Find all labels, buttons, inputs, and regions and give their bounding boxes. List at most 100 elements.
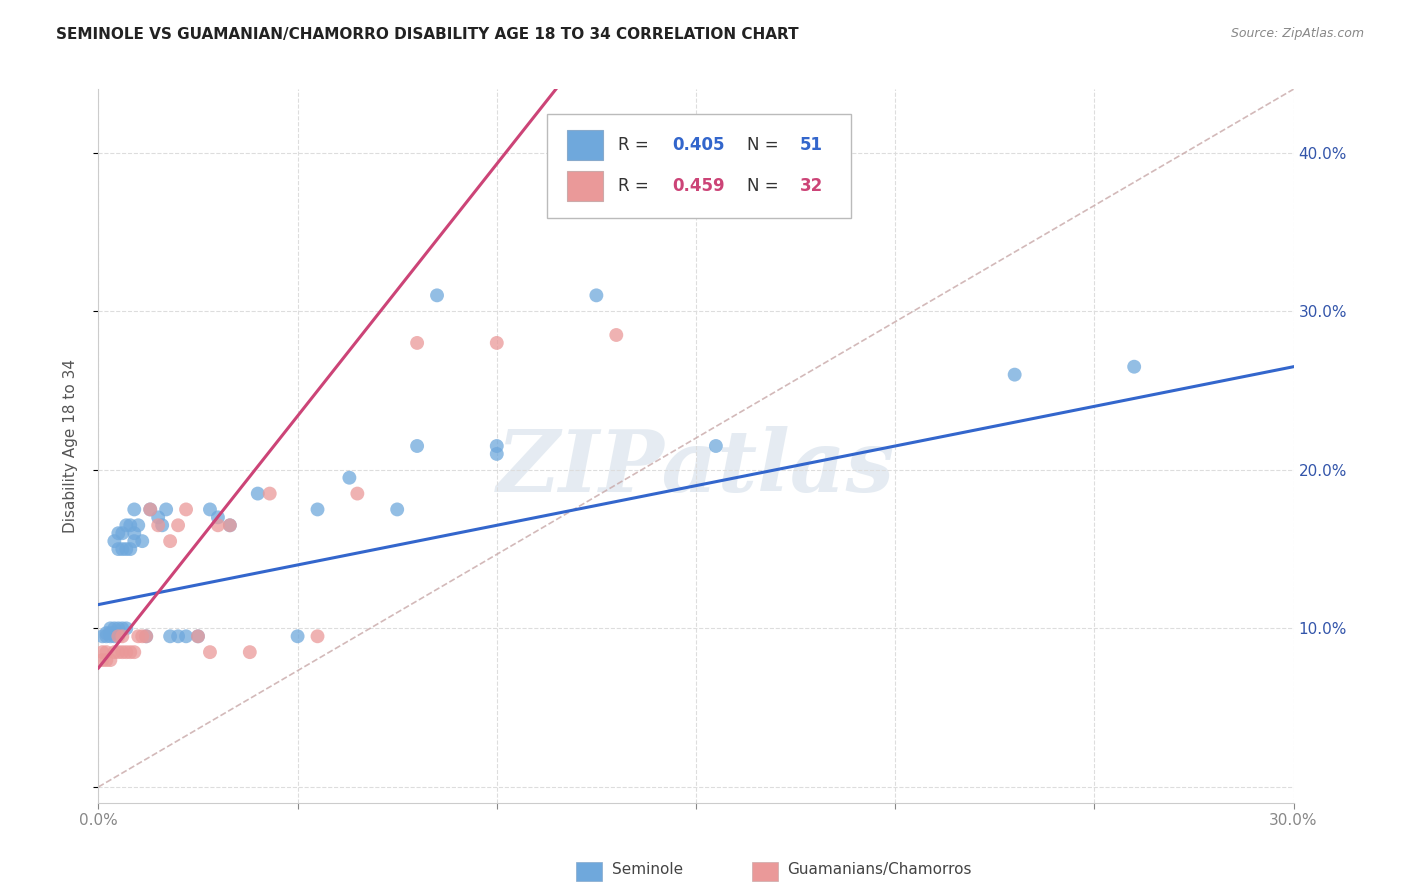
Point: [485, 447, 508, 461]
Point: [124, 645, 146, 659]
Point: [159, 534, 181, 549]
Point: [485, 335, 508, 350]
FancyBboxPatch shape: [567, 130, 603, 160]
Point: [704, 439, 727, 453]
Point: [107, 629, 129, 643]
Point: [100, 653, 122, 667]
Point: [207, 518, 229, 533]
Text: 0.405: 0.405: [672, 136, 724, 153]
Point: [139, 502, 162, 516]
Point: [111, 621, 134, 635]
Point: [198, 502, 221, 516]
Point: [107, 526, 129, 541]
Point: [385, 502, 409, 516]
Point: [207, 510, 229, 524]
Point: [198, 645, 221, 659]
Point: [174, 629, 197, 643]
Point: [406, 439, 429, 453]
Point: [111, 526, 134, 541]
Point: [115, 518, 138, 533]
Point: [100, 621, 122, 635]
Point: [103, 629, 125, 643]
Point: [124, 526, 146, 541]
Point: [120, 518, 142, 533]
Point: [148, 518, 170, 533]
Text: R =: R =: [619, 136, 654, 153]
Point: [96, 626, 118, 640]
Point: [155, 502, 177, 516]
Point: [107, 542, 129, 557]
Text: N =: N =: [748, 136, 785, 153]
Point: [167, 629, 190, 643]
Point: [107, 645, 129, 659]
Point: [91, 653, 114, 667]
Y-axis label: Disability Age 18 to 34: Disability Age 18 to 34: [63, 359, 77, 533]
Point: [585, 288, 607, 302]
Point: [103, 534, 125, 549]
Point: [115, 645, 138, 659]
Point: [150, 518, 173, 533]
Point: [187, 629, 209, 643]
Point: [239, 645, 262, 659]
Point: [1123, 359, 1146, 374]
Point: [96, 629, 118, 643]
FancyBboxPatch shape: [547, 114, 852, 218]
Point: [131, 534, 153, 549]
Point: [167, 518, 190, 533]
Text: Seminole: Seminole: [612, 863, 683, 877]
Point: [135, 629, 157, 643]
Point: [148, 510, 170, 524]
Text: N =: N =: [748, 177, 785, 194]
Point: [103, 621, 125, 635]
Point: [124, 502, 146, 516]
Point: [135, 629, 157, 643]
Point: [107, 621, 129, 635]
Point: [111, 629, 134, 643]
Point: [131, 629, 153, 643]
Point: [100, 626, 122, 640]
Point: [307, 629, 329, 643]
Point: [115, 542, 138, 557]
Text: 32: 32: [800, 177, 823, 194]
Text: 0.459: 0.459: [672, 177, 724, 194]
FancyBboxPatch shape: [567, 170, 603, 201]
Point: [174, 502, 197, 516]
Point: [605, 328, 627, 343]
Point: [139, 502, 162, 516]
Point: [339, 471, 360, 485]
Point: [219, 518, 242, 533]
Point: [287, 629, 309, 643]
Text: R =: R =: [619, 177, 654, 194]
Text: 51: 51: [800, 136, 823, 153]
Point: [120, 645, 142, 659]
Point: [111, 645, 134, 659]
Point: [485, 439, 508, 453]
Point: [124, 534, 146, 549]
Point: [100, 629, 122, 643]
Text: Guamanians/Chamorros: Guamanians/Chamorros: [787, 863, 972, 877]
Point: [120, 542, 142, 557]
Point: [96, 653, 118, 667]
Point: [259, 486, 281, 500]
Point: [406, 335, 429, 350]
Point: [103, 645, 125, 659]
Point: [111, 542, 134, 557]
Text: SEMINOLE VS GUAMANIAN/CHAMORRO DISABILITY AGE 18 TO 34 CORRELATION CHART: SEMINOLE VS GUAMANIAN/CHAMORRO DISABILIT…: [56, 27, 799, 42]
Point: [115, 621, 138, 635]
Point: [219, 518, 242, 533]
Point: [307, 502, 329, 516]
Point: [96, 645, 118, 659]
Text: Source: ZipAtlas.com: Source: ZipAtlas.com: [1230, 27, 1364, 40]
Point: [127, 629, 149, 643]
Point: [1004, 368, 1026, 382]
Point: [246, 486, 269, 500]
Point: [91, 645, 114, 659]
Text: ZIPatlas: ZIPatlas: [496, 425, 896, 509]
Point: [346, 486, 368, 500]
Point: [103, 626, 125, 640]
Point: [91, 629, 114, 643]
Point: [159, 629, 181, 643]
Point: [127, 518, 149, 533]
Point: [187, 629, 209, 643]
Point: [426, 288, 449, 302]
